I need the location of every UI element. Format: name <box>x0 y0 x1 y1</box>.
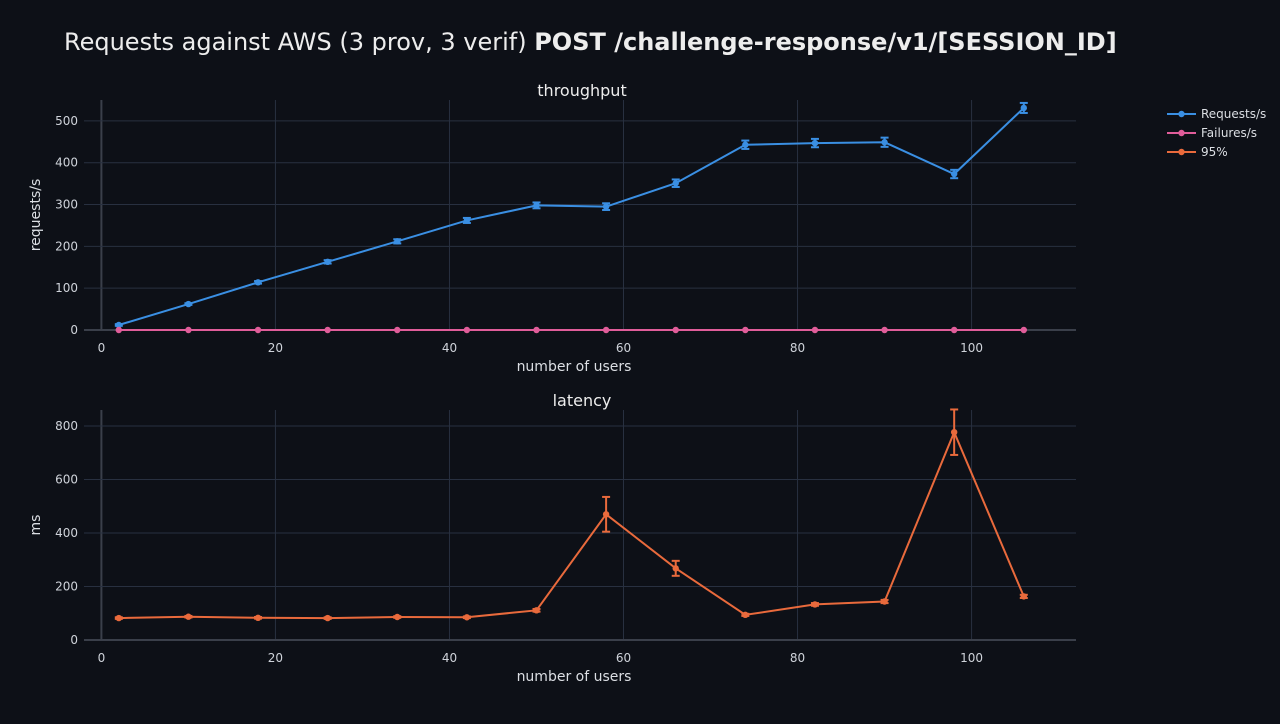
y-tick-label: 400 <box>55 156 78 170</box>
x-axis-label: number of users <box>517 669 632 685</box>
x-tick-label: 40 <box>442 651 457 665</box>
chart-title-bold: POST /challenge-response/v1/[SESSION_ID] <box>534 28 1116 56</box>
data-point <box>394 238 401 245</box>
x-tick-label: 100 <box>960 341 983 355</box>
data-point <box>185 326 192 334</box>
data-point <box>394 326 401 334</box>
subplot-title: latency <box>553 391 612 410</box>
data-point <box>950 170 958 178</box>
x-tick-label: 60 <box>616 341 631 355</box>
data-point <box>1020 593 1027 600</box>
legend-item: Failures/s <box>1167 126 1257 140</box>
y-tick-label: 0 <box>70 633 78 647</box>
data-point <box>602 511 610 518</box>
data-point <box>881 326 888 334</box>
x-tick-label: 20 <box>268 341 283 355</box>
data-point <box>394 613 401 621</box>
x-tick-label: 80 <box>790 651 805 665</box>
data-point <box>1020 104 1027 112</box>
series-line <box>118 107 1025 326</box>
data-point <box>254 326 262 334</box>
data-point <box>115 321 123 329</box>
data-point <box>533 326 540 334</box>
data-point <box>602 203 610 210</box>
data-point <box>463 614 471 621</box>
chart-title: Requests against AWS (3 prov, 3 verif) P… <box>64 28 1117 56</box>
series-Requests/s <box>114 101 1028 329</box>
data-point <box>672 565 679 572</box>
legend-swatch-marker <box>1178 148 1185 156</box>
series-Failures/s <box>115 326 1027 334</box>
x-axis-label: number of users <box>517 359 632 375</box>
y-tick-label: 200 <box>55 239 78 253</box>
data-point <box>324 258 331 266</box>
data-point <box>602 326 610 334</box>
y-tick-label: 300 <box>55 198 78 212</box>
legend-swatch-marker <box>1178 110 1185 118</box>
legend-label: 95% <box>1201 145 1228 159</box>
y-tick-label: 400 <box>55 526 78 540</box>
y-tick-label: 0 <box>70 323 78 337</box>
y-tick-label: 100 <box>55 281 78 295</box>
legend-item: 95% <box>1167 145 1228 159</box>
data-point <box>115 326 123 334</box>
data-point <box>742 326 749 334</box>
x-tick-label: 0 <box>98 651 106 665</box>
data-point <box>881 598 888 605</box>
y-axis-label: ms <box>28 515 44 536</box>
data-point <box>742 611 749 619</box>
x-tick-label: 100 <box>960 651 983 665</box>
x-tick-label: 0 <box>98 341 106 355</box>
data-point <box>811 139 819 147</box>
legend-swatch-marker <box>1178 129 1185 137</box>
y-tick-label: 200 <box>55 580 78 594</box>
x-tick-label: 80 <box>790 341 805 355</box>
x-tick-label: 20 <box>268 651 283 665</box>
data-point <box>950 326 958 334</box>
y-tick-label: 600 <box>55 473 78 487</box>
x-tick-label: 40 <box>442 341 457 355</box>
data-point <box>533 202 540 209</box>
chart-title-prefix: Requests against AWS (3 prov, 3 verif) <box>64 28 534 56</box>
panel-throughput: 0 20 40 60 80 100 0 100 200 300 400 500 throughput nu… <box>28 81 1076 375</box>
legend-item: Requests/s <box>1167 107 1266 121</box>
data-point <box>254 614 262 622</box>
data-point <box>185 613 192 620</box>
data-point <box>115 614 123 622</box>
subplot-title: throughput <box>537 81 626 100</box>
data-point <box>463 217 471 224</box>
legend-label: Failures/s <box>1201 126 1257 140</box>
data-point <box>254 279 262 286</box>
x-tick-label: 60 <box>616 651 631 665</box>
data-point <box>672 326 679 334</box>
y-tick-label: 500 <box>55 114 78 128</box>
data-point <box>1020 326 1027 334</box>
data-point <box>881 139 888 146</box>
data-point <box>324 614 331 622</box>
data-point <box>672 180 679 187</box>
data-point <box>185 300 192 308</box>
series-line <box>118 429 1025 620</box>
y-tick-label: 800 <box>55 419 78 433</box>
panel-latency: 0 20 40 60 80 100 0 200 400 600 800 latency number o… <box>28 391 1076 685</box>
series-95% <box>114 408 1028 622</box>
data-point <box>811 326 819 334</box>
legend: Requests/s Failures/s 95% <box>1167 107 1266 159</box>
data-point <box>811 601 819 608</box>
data-point <box>950 428 958 436</box>
data-point <box>463 326 471 334</box>
data-point <box>533 607 540 614</box>
data-point <box>324 326 331 334</box>
y-axis-label: requests/s <box>28 179 44 252</box>
legend-label: Requests/s <box>1201 107 1266 121</box>
data-point <box>742 141 749 148</box>
